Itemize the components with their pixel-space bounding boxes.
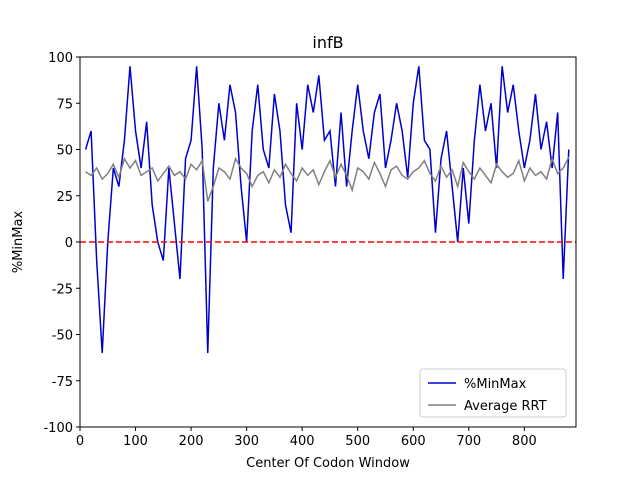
y-tick-label: -100 [43,421,73,436]
y-tick-label: -75 [52,375,73,390]
y-tick-label: -50 [52,329,73,344]
y-tick-label: 0 [65,236,73,251]
legend-label: %MinMax [464,377,527,392]
x-tick-label: 300 [234,434,259,449]
y-tick-label: -25 [52,282,73,297]
x-tick-label: 100 [123,434,148,449]
x-axis-label: Center Of Codon Window [246,456,410,471]
legend-label: Average RRT [464,399,547,414]
legend-box [419,368,567,418]
x-tick-label: 500 [345,434,370,449]
chart-title: infB [312,33,343,52]
y-tick-label: 100 [48,51,73,66]
x-tick-label: 600 [401,434,426,449]
y-tick-label: 25 [56,190,73,205]
x-tick-label: 0 [76,434,84,449]
x-tick-label: 400 [290,434,315,449]
x-tick-label: 200 [179,434,204,449]
plot-frame [79,56,577,428]
x-tick-label: 800 [512,434,537,449]
y-axis-label: %MinMax [11,211,26,274]
y-tick-label: 50 [56,144,73,159]
y-tick-label: 75 [56,97,73,112]
x-tick-label: 700 [456,434,481,449]
line-series [85,156,570,202]
line-series [84,66,570,354]
